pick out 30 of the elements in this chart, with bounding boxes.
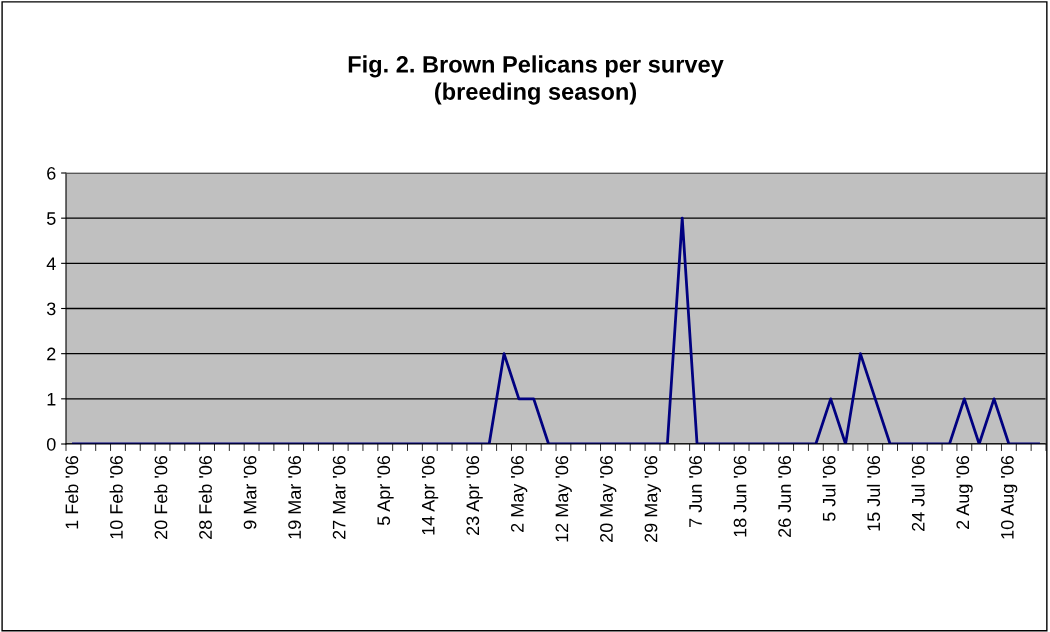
x-tick-label: 18 Jun '06: [733, 455, 747, 537]
x-tick-label: 15 Jul '06: [866, 455, 881, 531]
x-tick-label: 19 Mar '06: [288, 455, 301, 539]
y-tick-label: 5: [46, 212, 56, 225]
x-tick-label: 23 Apr '06: [466, 455, 483, 535]
x-tick-label: 26 Jun '06: [778, 455, 791, 537]
y-tick-label: 0: [46, 437, 56, 451]
x-tick-label: 20 Feb '06: [154, 455, 168, 539]
x-tick-label: 2 Aug '06: [956, 455, 973, 529]
y-tick-label: 4: [46, 257, 56, 270]
x-tick-label: 2 May '06: [510, 455, 528, 532]
x-tick-label: 1 Feb '06: [65, 455, 79, 529]
x-tick-label: 24 Jul '06: [911, 455, 925, 531]
x-tick-label: 9 Mar '06: [243, 455, 257, 529]
x-tick-label: 12 May '06: [555, 455, 572, 542]
chart-title: Fig. 2. Brown Pelicans per survey (breeding season): [348, 55, 724, 105]
x-tick-label: 28 Feb '06: [198, 455, 212, 539]
y-tick-label: 1: [47, 392, 56, 406]
y-tick-label: 3: [46, 302, 56, 316]
x-tick-label: 20 May '06: [600, 455, 617, 542]
x-tick-label: 10 Aug '06: [1000, 455, 1018, 539]
x-tick-label: 29 May '06: [644, 455, 661, 542]
x-tick-label: 5 Apr '06: [377, 455, 394, 526]
y-tick-label: 6: [47, 166, 56, 180]
x-tick-label: 5 Jul '06: [822, 455, 836, 522]
x-tick-label: 7 Jun '06: [689, 455, 702, 527]
x-tick-label: 14 Apr '06: [421, 455, 439, 535]
y-tick-label: 2: [47, 347, 56, 361]
x-tick-label: 10 Feb '06: [109, 455, 123, 539]
x-tick-label: 27 Mar '06: [332, 455, 346, 539]
